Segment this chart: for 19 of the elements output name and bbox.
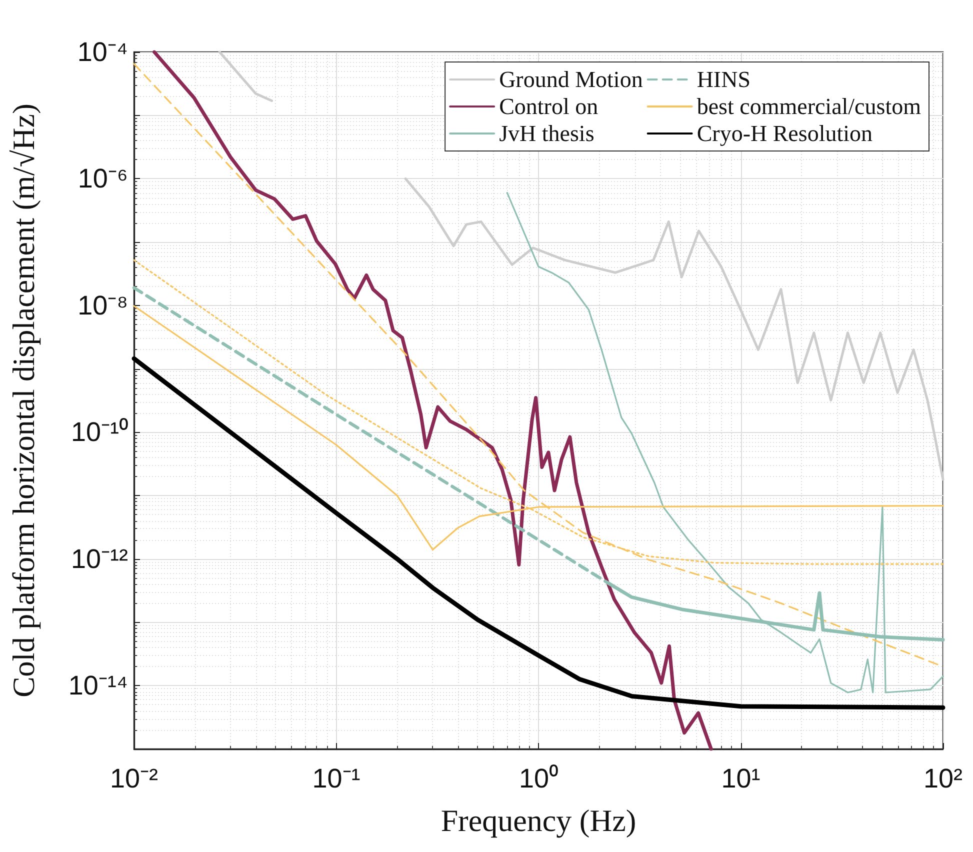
x-tick-label: 10⁰ — [518, 764, 558, 794]
legend-label: best commercial/custom — [696, 94, 922, 119]
x-tick-label: 10¹ — [721, 764, 760, 794]
y-tick-label: 10⁻⁸ — [78, 290, 128, 320]
legend-label: Cryo-H Resolution — [696, 121, 874, 146]
y-tick-label: 10⁻¹⁰ — [70, 417, 128, 448]
x-tick-label: 10⁻² — [110, 764, 158, 794]
y-tick-label: 10⁻¹² — [70, 544, 128, 574]
x-tick-label: 10² — [923, 764, 963, 794]
y-axis-title: Cold platform horizontal displacement (m/√Hz) — [6, 104, 41, 698]
legend-label: Ground Motion — [499, 67, 644, 92]
y-tick-label: 10⁻⁴ — [77, 37, 128, 67]
x-axis-title: Frequency (Hz) — [440, 803, 636, 838]
y-tick-label: 10⁻⁶ — [78, 164, 128, 194]
legend-label: JvH thesis — [499, 121, 594, 146]
legend-label: HINS — [696, 67, 750, 92]
legend-label: Control on — [499, 94, 599, 119]
y-tick-label: 10⁻¹⁴ — [68, 670, 128, 701]
x-tick-label: 10⁻¹ — [312, 764, 360, 794]
